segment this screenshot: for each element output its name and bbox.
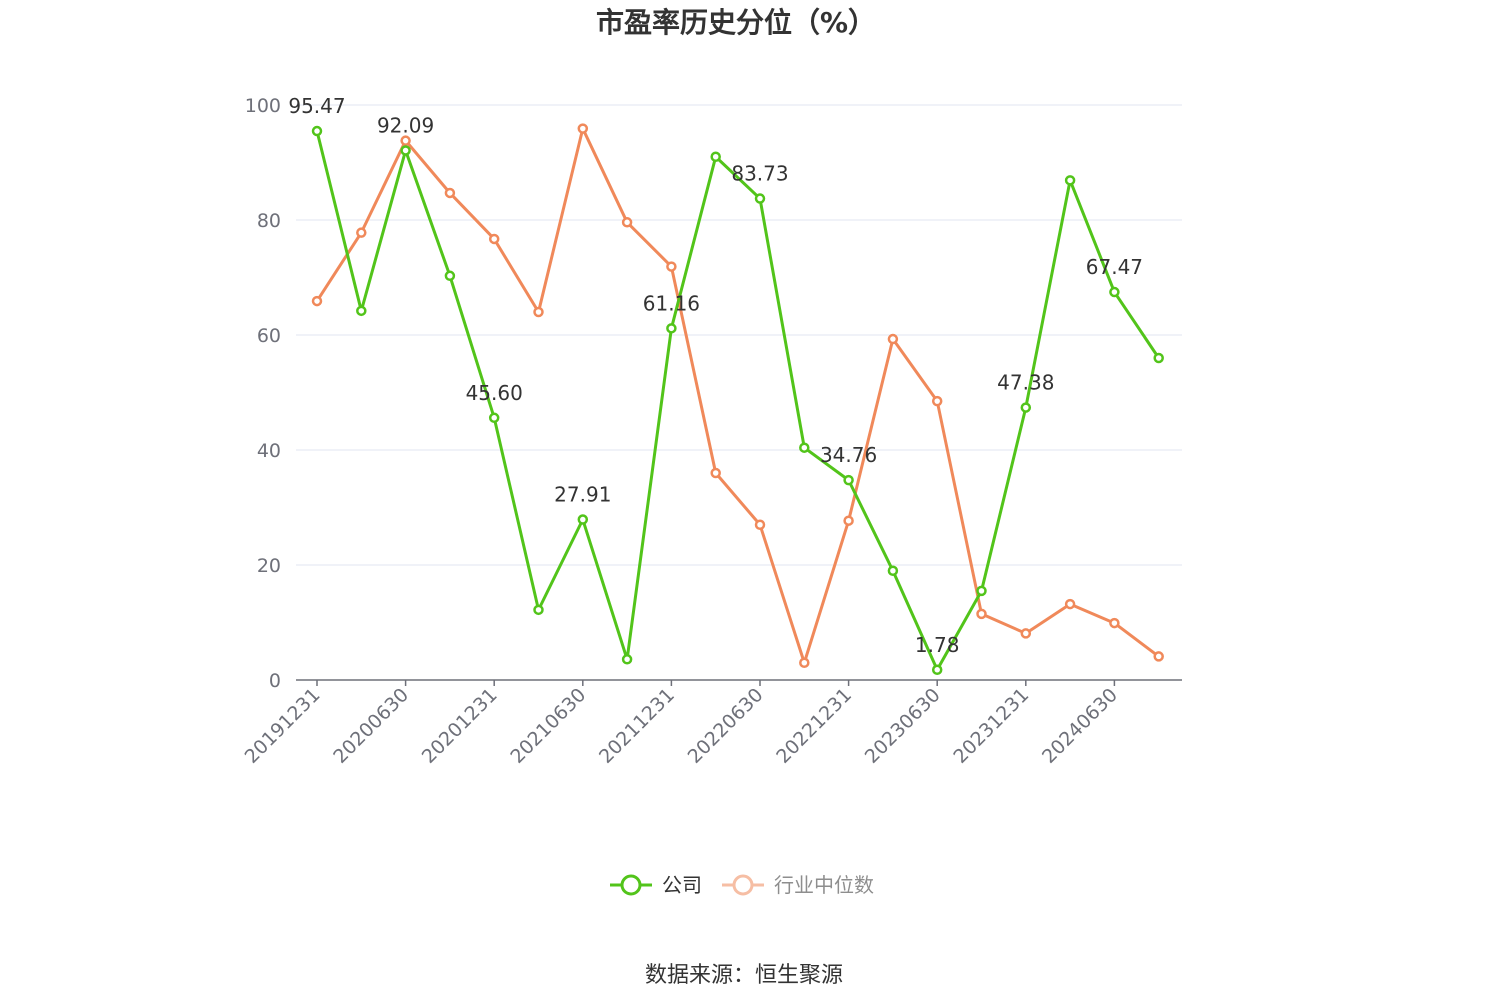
- data-label: 92.09: [377, 113, 434, 137]
- data-point: [666, 323, 677, 334]
- legend-label: 公司: [662, 873, 702, 897]
- x-tick-label: 20191231: [241, 684, 325, 768]
- data-point: [1064, 175, 1076, 186]
- data-point: [976, 608, 987, 620]
- data-point: [710, 467, 721, 479]
- y-tick-label: 20: [257, 555, 281, 577]
- data-point: [976, 585, 987, 597]
- data-label: 67.47: [1086, 255, 1143, 279]
- legend: 公司 行业中位数: [610, 873, 874, 897]
- data-label: 47.38: [997, 371, 1054, 395]
- data-label: 27.91: [554, 483, 611, 507]
- data-point: [931, 395, 943, 407]
- x-tick-label: 20230630: [861, 684, 945, 768]
- y-axis: 0 20 40 60 80 100: [245, 95, 281, 692]
- data-point: [577, 514, 589, 525]
- chart-title: 市盈率历史分位（%）: [596, 6, 876, 39]
- x-tick-label: 20200630: [329, 684, 413, 768]
- data-point: [843, 515, 854, 526]
- data-point: [754, 519, 766, 530]
- data-point: [666, 261, 677, 272]
- source-text: 数据来源：恒生聚源: [645, 963, 843, 988]
- data-point: [444, 187, 456, 199]
- data-point: [799, 442, 810, 453]
- x-axis: 20191231 20200630 20201231 20210630 20211231…: [241, 679, 1182, 768]
- x-tick-label: 20240630: [1038, 684, 1122, 768]
- data-point: [1153, 352, 1164, 364]
- data-point: [710, 151, 721, 162]
- data-point: [444, 270, 456, 282]
- data-point: [533, 604, 544, 616]
- data-point: [577, 123, 589, 134]
- y-tick-label: 100: [245, 95, 281, 117]
- data-point: [1109, 286, 1120, 298]
- data-point: [311, 125, 323, 137]
- data-point: [1020, 402, 1032, 413]
- legend-item[interactable]: 公司: [610, 873, 702, 897]
- legend-marker: [620, 874, 642, 896]
- data-point: [1064, 598, 1076, 610]
- y-tick-label: 80: [257, 210, 281, 232]
- data-point: [1153, 651, 1164, 662]
- data-point: [931, 664, 943, 676]
- series-line: [315, 130, 1160, 672]
- x-tick-label: 20220630: [684, 684, 768, 768]
- grid-lines: [296, 104, 1182, 566]
- y-tick-label: 0: [269, 670, 281, 692]
- data-point: [754, 193, 766, 204]
- data-point: [400, 145, 411, 156]
- data-label: 83.73: [731, 162, 788, 186]
- y-tick-label: 40: [257, 440, 281, 462]
- legend-label: 行业中位数: [774, 873, 874, 897]
- legend-marker: [732, 874, 754, 896]
- data-point: [488, 412, 500, 424]
- data-label: 95.47: [288, 94, 345, 118]
- x-tick-label: 20210630: [506, 684, 590, 768]
- data-point: [887, 333, 899, 345]
- data-point: [356, 305, 367, 317]
- data-label: 34.76: [820, 443, 877, 467]
- data-point: [887, 565, 899, 576]
- x-tick-label: 20201231: [418, 684, 502, 768]
- data-point: [356, 227, 367, 238]
- data-label: 45.60: [466, 381, 523, 405]
- data-point: [488, 233, 500, 245]
- y-tick-label: 60: [257, 325, 281, 347]
- x-tick-label: 20221231: [772, 684, 856, 768]
- x-tick-label: 20211231: [595, 684, 679, 768]
- data-point: [400, 135, 411, 146]
- legend-item[interactable]: 行业中位数: [722, 873, 874, 897]
- data-labels: 95.47 92.09 45.60 27.91 61.16 83.73 34.76 1.78 4…: [288, 94, 1143, 657]
- data-point: [843, 474, 854, 486]
- data-point: [799, 657, 810, 668]
- x-tick-label: 20231231: [949, 684, 1033, 768]
- data-label: 61.16: [643, 291, 700, 315]
- data-point: [1109, 617, 1120, 629]
- data-point: [311, 295, 323, 307]
- data-point: [533, 306, 544, 318]
- series-line: [315, 127, 1160, 665]
- data-point: [621, 654, 633, 665]
- data-point: [1020, 628, 1032, 639]
- data-point: [621, 217, 633, 228]
- data-label: 1.78: [915, 633, 960, 657]
- series-lines: [311, 123, 1164, 676]
